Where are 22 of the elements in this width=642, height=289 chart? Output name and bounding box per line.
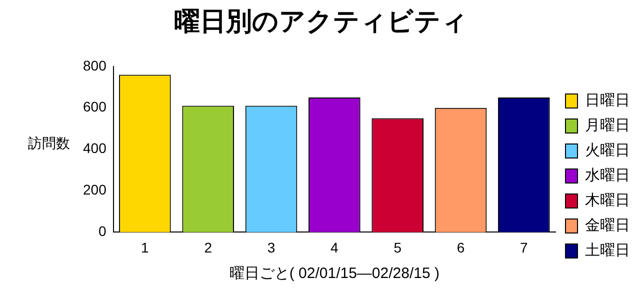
legend-label: 日曜日: [585, 90, 630, 109]
x-tick-label: 4: [330, 239, 339, 256]
legend-label: 金曜日: [585, 216, 630, 234]
x-tick-label: 1: [141, 239, 150, 256]
x-tick-label: 2: [204, 239, 212, 256]
legend-label: 月曜日: [585, 116, 630, 134]
legend-label: 木曜日: [585, 190, 630, 209]
y-tick-label: 400: [83, 140, 107, 156]
y-tick-label: 800: [83, 57, 107, 74]
y-tick-label: 600: [83, 98, 107, 115]
y-tick-label: 0: [98, 223, 107, 240]
y-tick-label: 200: [83, 182, 107, 198]
x-tick-label: 3: [267, 239, 276, 256]
chart-title: 曜日別のアクティビティ: [173, 6, 469, 39]
x-tick-label: 6: [456, 239, 465, 256]
x-axis-title: 曜日ごと( 02/01/15—02/28/15 ): [229, 265, 440, 282]
legend-label: 火曜日: [585, 140, 630, 159]
legend-label: 水曜日: [585, 166, 630, 184]
x-tick-label: 5: [394, 239, 402, 256]
x-tick-label: 7: [520, 239, 528, 256]
legend-label: 土曜日: [585, 240, 630, 259]
y-axis-title: 訪問数: [28, 135, 70, 153]
